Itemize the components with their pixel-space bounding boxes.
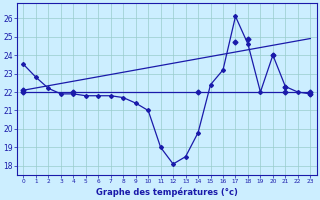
X-axis label: Graphe des températures (°c): Graphe des températures (°c) bbox=[96, 187, 238, 197]
